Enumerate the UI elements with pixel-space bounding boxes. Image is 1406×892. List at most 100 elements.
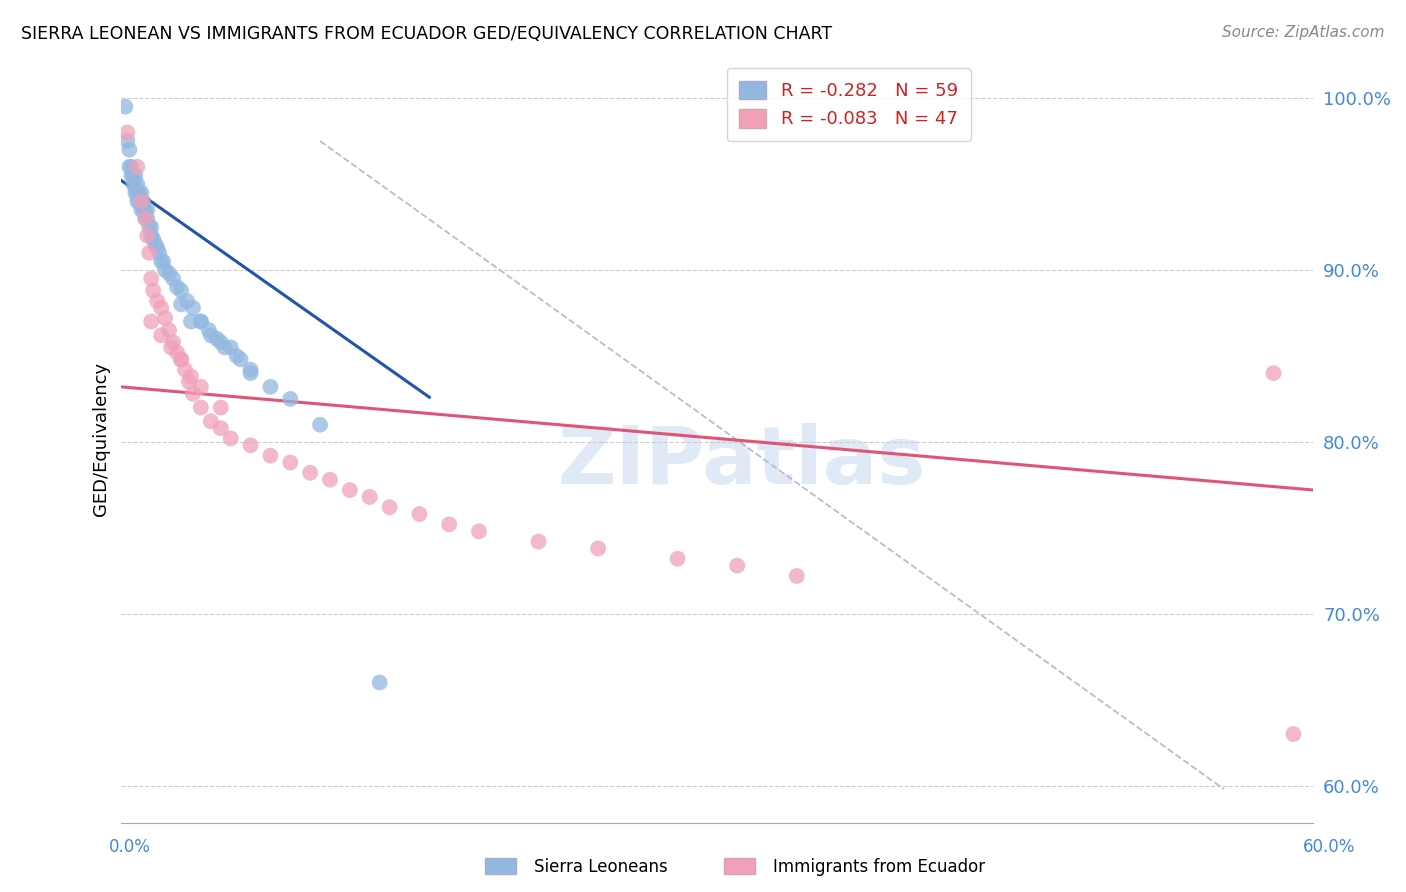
- Point: [666, 551, 689, 566]
- Point: [468, 524, 491, 539]
- Point: [157, 323, 180, 337]
- Point: [134, 211, 156, 226]
- Point: [131, 194, 153, 209]
- Y-axis label: GED/Equivalency: GED/Equivalency: [93, 362, 110, 516]
- Point: [278, 392, 301, 406]
- Point: [437, 517, 460, 532]
- Point: [527, 534, 550, 549]
- Point: [190, 380, 212, 394]
- Point: [219, 340, 242, 354]
- Point: [214, 340, 236, 354]
- Point: [309, 417, 332, 432]
- Point: [127, 186, 149, 200]
- Point: [368, 675, 391, 690]
- Point: [141, 228, 163, 243]
- Point: [131, 202, 153, 217]
- Point: [725, 558, 748, 573]
- Point: [225, 349, 247, 363]
- Point: [150, 328, 173, 343]
- Point: [259, 380, 281, 394]
- Point: [190, 401, 212, 415]
- Point: [127, 194, 149, 209]
- Point: [153, 263, 176, 277]
- Point: [118, 160, 141, 174]
- Point: [586, 541, 609, 556]
- Point: [131, 186, 153, 200]
- Point: [136, 211, 159, 226]
- Point: [120, 160, 142, 174]
- Point: [229, 352, 252, 367]
- Point: [378, 500, 401, 515]
- Point: [153, 311, 176, 326]
- Point: [200, 328, 222, 343]
- Point: [170, 284, 193, 298]
- Text: Source: ZipAtlas.com: Source: ZipAtlas.com: [1222, 25, 1385, 40]
- Text: Immigrants from Ecuador: Immigrants from Ecuador: [773, 858, 986, 876]
- Point: [128, 186, 150, 200]
- Point: [146, 293, 169, 308]
- Point: [143, 237, 166, 252]
- Point: [150, 301, 173, 315]
- Point: [200, 414, 222, 428]
- Point: [219, 432, 242, 446]
- Point: [152, 254, 174, 268]
- Point: [786, 569, 808, 583]
- Point: [132, 202, 155, 217]
- Point: [205, 332, 228, 346]
- Point: [136, 202, 159, 217]
- Point: [128, 194, 150, 209]
- Point: [259, 449, 281, 463]
- Point: [170, 297, 193, 311]
- Point: [124, 180, 146, 194]
- Point: [209, 401, 232, 415]
- Text: 60.0%: 60.0%: [1302, 838, 1355, 855]
- Point: [1263, 366, 1285, 380]
- Point: [122, 169, 145, 183]
- Point: [181, 301, 204, 315]
- Point: [190, 315, 212, 329]
- Point: [239, 438, 262, 452]
- Point: [117, 126, 139, 140]
- Point: [209, 421, 232, 435]
- Point: [190, 315, 212, 329]
- Point: [138, 220, 160, 235]
- Point: [339, 483, 361, 497]
- Point: [239, 366, 262, 380]
- Text: Sierra Leoneans: Sierra Leoneans: [534, 858, 668, 876]
- Text: ZIPatlas: ZIPatlas: [557, 424, 925, 501]
- Point: [142, 232, 165, 246]
- Point: [136, 228, 159, 243]
- Point: [177, 375, 200, 389]
- Point: [157, 267, 180, 281]
- Point: [209, 335, 232, 350]
- Point: [118, 143, 141, 157]
- Point: [198, 323, 221, 337]
- Text: SIERRA LEONEAN VS IMMIGRANTS FROM ECUADOR GED/EQUIVALENCY CORRELATION CHART: SIERRA LEONEAN VS IMMIGRANTS FROM ECUADO…: [21, 25, 832, 43]
- Point: [141, 220, 163, 235]
- Point: [124, 186, 146, 200]
- Point: [180, 369, 202, 384]
- Point: [299, 466, 322, 480]
- Point: [239, 362, 262, 376]
- Point: [278, 456, 301, 470]
- Point: [138, 245, 160, 260]
- Point: [114, 100, 136, 114]
- Point: [148, 245, 170, 260]
- Point: [180, 315, 202, 329]
- Point: [170, 352, 193, 367]
- Point: [122, 177, 145, 191]
- Point: [166, 280, 188, 294]
- Point: [319, 473, 342, 487]
- Point: [141, 315, 163, 329]
- Point: [127, 160, 149, 174]
- Point: [160, 340, 183, 354]
- Point: [1282, 727, 1305, 741]
- Point: [359, 490, 381, 504]
- Point: [176, 293, 198, 308]
- Point: [117, 134, 139, 148]
- Point: [150, 254, 173, 268]
- Point: [124, 169, 146, 183]
- Point: [134, 202, 156, 217]
- Point: [408, 507, 430, 521]
- Point: [134, 211, 156, 226]
